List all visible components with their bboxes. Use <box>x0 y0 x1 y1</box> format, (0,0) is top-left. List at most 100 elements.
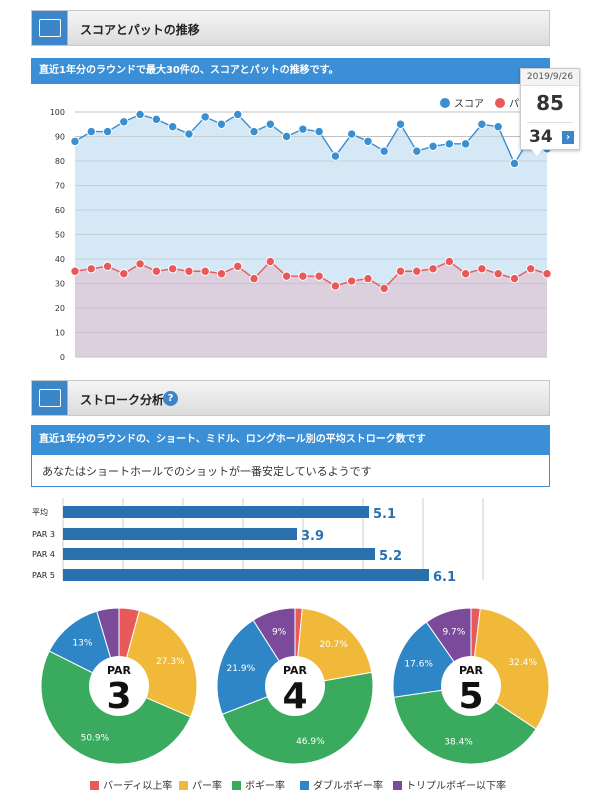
pie-center-number: 5 <box>458 676 483 717</box>
score-point <box>460 139 471 149</box>
putt-point <box>119 269 129 279</box>
pie-legend-item[interactable]: パー率 <box>179 777 222 792</box>
chevron-right-icon[interactable]: › <box>562 131 574 144</box>
score-point <box>428 141 438 152</box>
bar <box>63 528 297 540</box>
legend-label: トリプルボギー以下率 <box>406 781 506 792</box>
pie-slice-label: 17.6% <box>404 659 433 669</box>
tooltip-divider <box>527 122 573 123</box>
score-point <box>233 109 243 120</box>
pie-center-label: PAR <box>107 664 132 677</box>
score-point <box>119 117 129 127</box>
putt-point <box>70 266 80 276</box>
y-tick-label: 60 <box>55 206 65 215</box>
tooltip-date: 2019/9/26 <box>521 69 579 86</box>
y-tick-label: 20 <box>55 304 65 313</box>
y-tick-label: 70 <box>55 182 65 191</box>
help-icon[interactable]: ? <box>163 391 178 406</box>
bar-category-label: PAR 5 <box>32 571 55 580</box>
pie-slice-label: 38.4% <box>444 738 473 748</box>
legend-swatch <box>179 781 188 790</box>
y-tick-label: 0 <box>60 353 65 362</box>
putt-point <box>281 271 292 281</box>
pie-center <box>265 656 325 716</box>
pie-center <box>441 656 501 716</box>
score-point <box>281 131 292 142</box>
pie-slice <box>393 685 537 765</box>
chart-icon <box>32 381 68 415</box>
score-point <box>395 119 406 129</box>
putt-point <box>379 283 389 294</box>
score-point <box>265 119 276 129</box>
score-point <box>314 126 324 137</box>
section-description: 直近1年分のラウンドで最大30件の、スコアとパットの推移です。 <box>31 58 550 84</box>
putt-point <box>167 264 178 274</box>
score-point <box>363 136 373 147</box>
bar-value-label: 6.1 <box>433 570 456 585</box>
legend-swatch <box>90 781 99 790</box>
legend-label: ボギー率 <box>245 781 285 792</box>
legend-swatch <box>393 781 402 790</box>
putt-point <box>135 259 145 269</box>
pie-legend-item[interactable]: バーディ以上率 <box>90 777 172 792</box>
legend-swatch <box>300 781 309 790</box>
legend-swatch <box>232 781 241 790</box>
bar-value-label: 3.9 <box>301 529 324 544</box>
tooltip-score: 85 <box>536 91 564 115</box>
bar <box>63 548 375 560</box>
pie-slice-label: 32.4% <box>508 658 537 668</box>
score-point <box>102 126 113 137</box>
putt-point <box>412 266 422 276</box>
pie-slice <box>221 671 374 765</box>
legend-score-marker <box>440 98 450 108</box>
legend-putt-marker <box>495 98 505 108</box>
chart-icon <box>32 11 68 45</box>
putt-point <box>477 264 487 274</box>
putt-point <box>330 281 341 291</box>
pie-legend-item[interactable]: ダブルボギー率 <box>300 777 383 792</box>
putt-point <box>526 264 536 274</box>
score-point <box>477 119 487 129</box>
section-description: 直近1年分のラウンドの、ショート、ミドル、ロングホール別の平均ストローク数です <box>31 425 550 455</box>
pie-slice-label: 20.7% <box>319 640 348 650</box>
pie-legend-item[interactable]: トリプルボギー以下率 <box>393 777 506 792</box>
section-title: ストローク分析 <box>80 393 165 407</box>
pie-slice-label: 21.9% <box>227 664 256 674</box>
score-point <box>151 114 162 125</box>
y-tick-label: 80 <box>55 157 65 166</box>
tooltip-pointer <box>531 149 543 156</box>
tooltip-putts: 34 <box>529 127 553 147</box>
bar-value-label: 5.2 <box>379 549 402 564</box>
putt-point <box>460 269 471 279</box>
y-tick-label: 10 <box>55 329 65 338</box>
legend-label: ダブルボギー率 <box>313 781 383 792</box>
pie-center-label: PAR <box>283 664 308 677</box>
putt-point <box>102 261 113 272</box>
pie-center <box>89 656 149 716</box>
putt-point <box>346 276 357 286</box>
section-header-score-trend: スコアとパットの推移 <box>31 10 550 46</box>
pie-slice-label: 46.9% <box>296 737 325 747</box>
score-point <box>298 124 308 134</box>
y-tick-label: 30 <box>55 280 65 289</box>
pie-legend-item[interactable]: ボギー率 <box>232 777 285 792</box>
bar-category-label: PAR 3 <box>32 530 55 539</box>
putt-point <box>151 266 162 276</box>
legend-score[interactable]: スコア <box>440 95 484 110</box>
pie-center-label: PAR <box>459 664 484 677</box>
pie-slice-label: 9.7% <box>442 628 465 638</box>
putt-point <box>298 271 308 281</box>
score-point <box>249 126 259 137</box>
score-putt-line-chart: 0 10 20 30 40 50 60 70 80 90 100 <box>50 108 552 362</box>
score-point <box>200 112 210 122</box>
putt-point <box>249 273 259 284</box>
score-point <box>184 129 194 139</box>
putt-point <box>216 269 227 279</box>
section-header-stroke-analysis: ストローク分析 ? <box>31 380 550 416</box>
score-point <box>509 158 520 169</box>
score-point <box>444 139 455 149</box>
pie-center-number: 3 <box>106 676 131 717</box>
legend-label: バーディ以上率 <box>103 781 173 792</box>
bar <box>63 569 429 581</box>
putt-point <box>444 256 455 267</box>
